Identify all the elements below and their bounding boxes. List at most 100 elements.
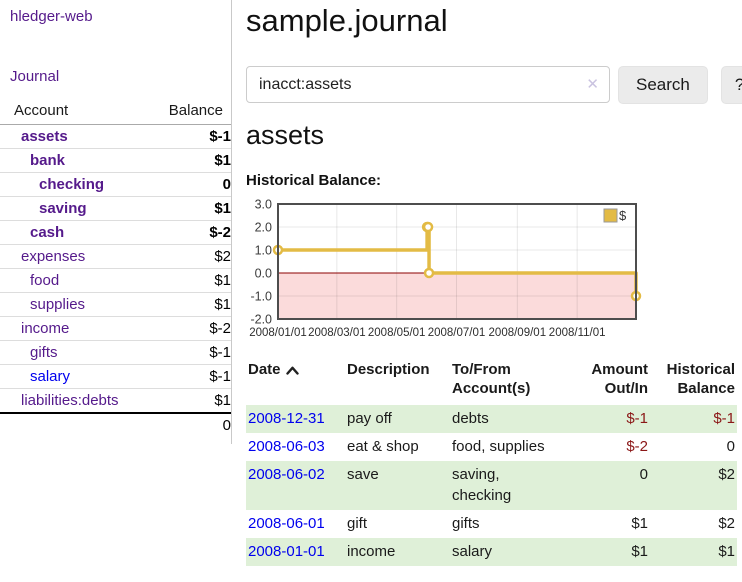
sidebar-account-saving[interactable]: saving: [39, 200, 87, 217]
account-row: salary $-1: [0, 365, 231, 389]
register-row: 2008-06-01 gift gifts $1 $2: [246, 510, 737, 538]
register-row: 2008-12-31 pay off debts $-1 $-1: [246, 405, 737, 433]
svg-text:-1.0: -1.0: [250, 289, 272, 303]
transaction-accounts: saving, checking: [450, 461, 562, 510]
account-row: cash $-2: [0, 221, 231, 245]
sidebar: hledger-web Journal Account Balance asse…: [0, 0, 232, 444]
account-balance: $1: [151, 197, 231, 221]
account-row: liabilities:debts $1: [0, 389, 231, 414]
transaction-description: eat & shop: [345, 433, 450, 461]
svg-text:2008/05/01: 2008/05/01: [368, 327, 426, 339]
sidebar-account-expenses[interactable]: expenses: [21, 248, 85, 265]
account-row: food $1: [0, 269, 231, 293]
account-row: checking 0: [0, 173, 231, 197]
svg-text:$: $: [619, 208, 627, 223]
account-balance: $1: [151, 149, 231, 173]
register-header-amount: Amount Out/In: [562, 358, 650, 405]
clear-search-icon[interactable]: ✕: [586, 75, 599, 93]
page: hledger-web Journal Account Balance asse…: [0, 0, 742, 566]
account-row: gifts $-1: [0, 341, 231, 365]
transaction-balance: $-1: [650, 405, 737, 433]
search-form: ✕ Search ?: [246, 66, 742, 104]
accounts-table: Account Balance assets $-1 bank $1 check…: [0, 99, 231, 437]
sidebar-account-income[interactable]: income: [21, 320, 69, 337]
register-row: 2008-06-02 save saving, checking 0 $2: [246, 461, 737, 510]
transaction-accounts: debts: [450, 405, 562, 433]
search-button[interactable]: Search: [618, 66, 708, 104]
historical-balance-chart: $3.02.01.00.0-1.0-2.02008/01/012008/03/0…: [246, 197, 642, 339]
app-brand-link[interactable]: hledger-web: [10, 8, 231, 25]
svg-text:1.0: 1.0: [255, 243, 272, 257]
transaction-balance: $1: [650, 538, 737, 566]
transaction-description: pay off: [345, 405, 450, 433]
account-balance: $2: [151, 245, 231, 269]
register-header-tofrom: To/From Account(s): [450, 358, 562, 405]
transaction-date-link[interactable]: 2008-06-03: [248, 438, 325, 455]
svg-text:2008/03/01: 2008/03/01: [308, 327, 366, 339]
nav-journal-link[interactable]: Journal: [10, 68, 231, 85]
transaction-description: gift: [345, 510, 450, 538]
accounts-table-header-row: Account Balance: [0, 99, 231, 125]
register-header-date[interactable]: Date: [246, 358, 345, 405]
transaction-amount: $-1: [562, 405, 650, 433]
account-balance: 0: [151, 173, 231, 197]
svg-text:2008/01/01: 2008/01/01: [249, 327, 307, 339]
register-header-row: Date Description To/From Account(s) Amou…: [246, 358, 737, 405]
transaction-balance: 0: [650, 433, 737, 461]
account-row: bank $1: [0, 149, 231, 173]
sidebar-account-salary[interactable]: salary: [30, 368, 70, 385]
svg-text:-2.0: -2.0: [250, 312, 272, 326]
help-button[interactable]: ?: [721, 66, 742, 104]
transaction-date-link[interactable]: 2008-01-01: [248, 543, 325, 560]
transaction-amount: $-2: [562, 433, 650, 461]
chart-title: Historical Balance:: [246, 172, 742, 189]
transaction-amount: 0: [562, 461, 650, 510]
search-input-wrap: ✕: [246, 66, 610, 103]
svg-text:0.0: 0.0: [255, 266, 272, 280]
sidebar-account-gifts[interactable]: gifts: [30, 344, 58, 361]
account-balance: $1: [151, 293, 231, 317]
transaction-description: save: [345, 461, 450, 510]
account-row: supplies $1: [0, 293, 231, 317]
transaction-date-link[interactable]: 2008-06-02: [248, 466, 325, 483]
sort-ascending-icon: [286, 366, 299, 375]
transaction-balance: $2: [650, 461, 737, 510]
transaction-balance: $2: [650, 510, 737, 538]
account-balance: $1: [151, 389, 231, 414]
account-balance: $-1: [151, 365, 231, 389]
sidebar-account-checking[interactable]: checking: [39, 176, 104, 193]
account-row: assets $-1: [0, 125, 231, 149]
transaction-date-link[interactable]: 2008-06-01: [248, 515, 325, 532]
transaction-amount: $1: [562, 510, 650, 538]
sidebar-account-assets[interactable]: assets: [21, 128, 68, 145]
transaction-accounts: gifts: [450, 510, 562, 538]
sidebar-account-cash[interactable]: cash: [30, 224, 64, 241]
register-row: 2008-01-01 income salary $1 $1: [246, 538, 737, 566]
register-header-description: Description: [345, 358, 450, 405]
search-input[interactable]: [246, 66, 610, 103]
register-header-balance: Historical Balance: [650, 358, 737, 405]
transaction-date-link[interactable]: 2008-12-31: [248, 410, 325, 427]
account-balance: $-2: [151, 317, 231, 341]
transaction-description: income: [345, 538, 450, 566]
account-heading: assets: [246, 120, 742, 151]
accounts-total: 0: [151, 413, 231, 437]
transaction-accounts: salary: [450, 538, 562, 566]
svg-text:2008/11/01: 2008/11/01: [549, 327, 606, 339]
transaction-accounts: food, supplies: [450, 433, 562, 461]
register-row: 2008-06-03 eat & shop food, supplies $-2…: [246, 433, 737, 461]
page-title: sample.journal: [246, 2, 742, 41]
account-balance: $1: [151, 269, 231, 293]
sidebar-account-bank[interactable]: bank: [30, 152, 65, 169]
sidebar-account-liabilities-debts[interactable]: liabilities:debts: [21, 392, 119, 409]
account-row: expenses $2: [0, 245, 231, 269]
svg-text:2.0: 2.0: [255, 220, 272, 234]
svg-text:2008/07/01: 2008/07/01: [428, 327, 486, 339]
sidebar-account-supplies[interactable]: supplies: [30, 296, 85, 313]
accounts-header-account: Account: [0, 99, 151, 125]
account-balance: $-2: [151, 221, 231, 245]
sidebar-account-food[interactable]: food: [30, 272, 59, 289]
register-table: Date Description To/From Account(s) Amou…: [246, 358, 737, 567]
account-balance: $-1: [151, 125, 231, 149]
account-row: income $-2: [0, 317, 231, 341]
